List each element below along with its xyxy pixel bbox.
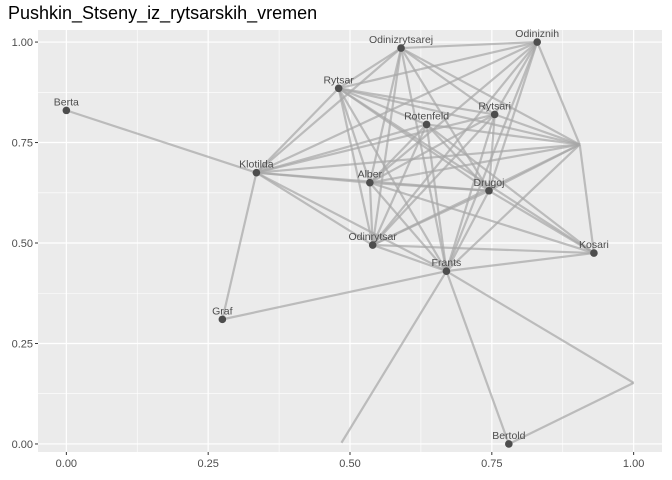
node-label-Drugoj: Drugoj	[474, 177, 505, 189]
tick-labels: 0.00 0.25 0.50 0.75 1.00 0.00 0.25 0.50 0.75 1.00	[12, 37, 645, 470]
axis-ticks	[35, 41, 635, 455]
node-Drugoj	[485, 186, 493, 195]
node-Odinizrytsarej	[397, 44, 405, 52]
node-Bertold	[505, 440, 513, 448]
edge-Rotenfeld-Alber	[369, 123, 428, 184]
edge-Rytsar-Odinrytsar	[337, 88, 374, 246]
edge-Klotilda-Rytsar	[255, 87, 340, 174]
edge-Drugoj-Kosari	[488, 189, 595, 255]
edge-Odinizrytsarej-U1	[400, 47, 581, 146]
edge-Graf-Frants	[222, 270, 447, 321]
edge-Klotilda-Frants	[255, 171, 447, 273]
edge-Alber-Drugoj	[369, 181, 490, 192]
edge-Rytsari-Drugoj	[487, 114, 496, 191]
x-tick-label: 1.00	[623, 458, 644, 470]
chart-title: Pushkin_Stseny_iz_rytsarskih_vremen	[8, 3, 318, 23]
edge-Odiniznih-Odinrytsar	[371, 41, 539, 246]
node-Alber	[366, 178, 374, 187]
node-label-Rytsar: Rytsar	[323, 74, 354, 86]
node-Berta	[62, 106, 71, 115]
node-Odiniznih	[533, 38, 541, 46]
edge-Rytsar-Alber	[337, 87, 371, 184]
edge-Odiniznih-Rytsari	[493, 41, 539, 115]
edge-Alber-Kosari	[369, 181, 595, 255]
node-Rytsar	[334, 84, 343, 93]
edge-Rytsari-Alber	[369, 113, 496, 184]
y-tick-label: 1.00	[12, 37, 33, 49]
edge-Rotenfeld-U1	[426, 123, 580, 146]
edge-Klotilda-Odinizrytsarej	[255, 47, 402, 174]
y-tick-label: 0.75	[12, 138, 33, 150]
node-Graf	[218, 315, 227, 324]
edge-Berta-Klotilda	[66, 109, 257, 174]
edge-Klotilda-Rotenfeld	[256, 123, 427, 174]
edge-Rytsari-Frants	[445, 114, 496, 272]
node-labels: Berta Odinizrytsarej Odiniznih Rytsar Rytsar…	[54, 28, 609, 442]
edge-Rytsar-Kosari	[338, 87, 595, 254]
edge-Odiniznih-Drugoj	[487, 41, 539, 192]
node-Odinrytsar	[368, 241, 377, 249]
edge-Rytsar-Odiniznih	[338, 40, 538, 90]
node-Rytsari	[490, 110, 499, 119]
x-tick-label: 0.50	[339, 458, 360, 470]
edge-Alber-U1	[369, 143, 580, 184]
edge-Klotilda-U1	[256, 143, 580, 174]
edge-Rytsar-Rytsari	[338, 87, 495, 116]
edge-Rytsar-Rotenfeld	[338, 87, 428, 126]
edge-Frants-U2	[445, 270, 635, 384]
node-Klotilda	[252, 168, 261, 177]
node-Rotenfeld	[422, 120, 431, 129]
edge-Odinizrytsarej-Odinrytsar	[371, 47, 403, 246]
y-tick-label: 0.25	[12, 338, 33, 350]
node-label-Rotenfeld: Rotenfeld	[404, 110, 449, 122]
y-tick-label: 0.00	[12, 439, 33, 451]
edge-Odinizrytsarej-Rytsari	[400, 47, 496, 116]
edge-Rytsari-U1	[494, 113, 581, 146]
nodes	[62, 38, 598, 448]
edge-Klotilda-Rytsari	[256, 113, 495, 174]
edge-Kosari-U1	[578, 144, 596, 254]
edge-Bertold-U2	[508, 381, 635, 445]
node-label-Kosari: Kosari	[579, 239, 609, 251]
edge-Alber-Odinrytsar	[368, 182, 374, 246]
edge-Odinrytsar-U1	[372, 143, 581, 247]
x-tick-label: 0.25	[197, 458, 218, 470]
node-label-Klotilda: Klotilda	[239, 159, 274, 171]
edge-Rytsar-Odinizrytsarej	[338, 47, 402, 90]
x-tick-label: 0.75	[481, 458, 502, 470]
edge-Odinizrytsarej-Frants	[399, 47, 448, 272]
node-label-Alber: Alber	[358, 169, 383, 181]
edge-Odinizrytsarej-Odiniznih	[401, 40, 538, 50]
x-tick-label: 0.00	[56, 458, 77, 470]
node-Frants	[442, 267, 451, 275]
node-label-Bertold: Bertold	[492, 430, 525, 442]
edge-Klotilda-Graf	[221, 172, 258, 320]
y-tick-label: 0.50	[12, 238, 33, 250]
node-label-Rytsari: Rytsari	[478, 100, 511, 112]
edge-Frants-U1	[445, 143, 581, 272]
edge-Klotilda-Odiniznih	[255, 41, 538, 174]
node-label-Odiniznih: Odiniznih	[515, 28, 559, 40]
edge-Odinrytsar-Frants	[372, 243, 447, 273]
edge-Frants-Kosari	[446, 251, 595, 273]
edge-Frants-Bertold	[445, 270, 510, 445]
edge-Klotilda-Odinrytsar	[255, 171, 374, 246]
edge-Odinizrytsarej-Alber	[368, 47, 403, 183]
node-label-Frants: Frants	[432, 257, 462, 269]
edge-Frants-U3	[340, 270, 448, 444]
edge-Odiniznih-Alber	[369, 41, 538, 184]
node-label-Graf: Graf	[212, 305, 233, 317]
edge-Rotenfeld-Kosari	[425, 123, 595, 254]
node-label-Berta: Berta	[54, 96, 79, 108]
node-label-Odinrytsar: Odinrytsar	[348, 231, 397, 243]
edge-Rotenfeld-Drugoj	[425, 123, 490, 192]
edge-Rytsar-U1	[338, 87, 580, 146]
node-label-Odinizrytsarej: Odinizrytsarej	[369, 34, 433, 46]
edge-Odiniznih-U1	[536, 41, 581, 145]
edge-Odinrytsar-Kosari	[372, 243, 594, 255]
node-Kosari	[590, 249, 598, 257]
edge-Drugoj-Frants	[445, 190, 490, 272]
edges	[66, 40, 635, 445]
